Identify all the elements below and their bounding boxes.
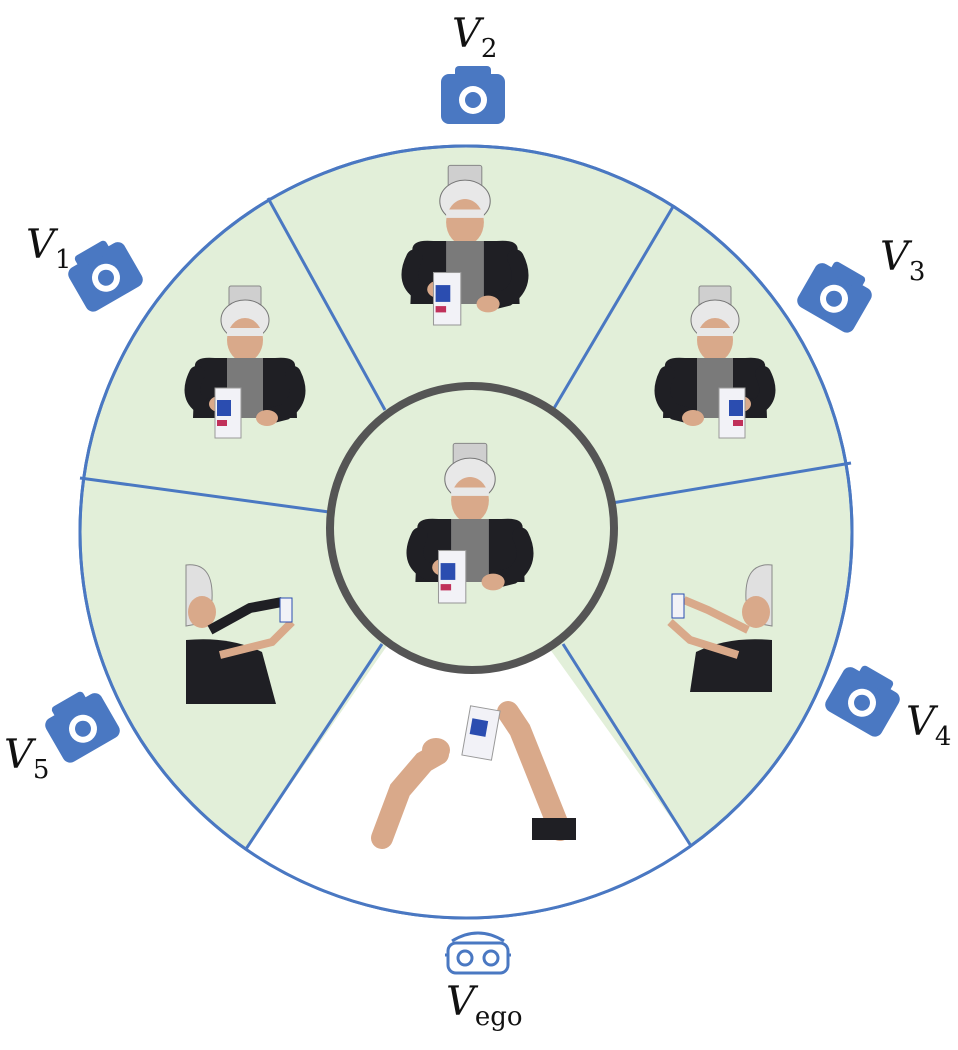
ego-view-image	[371, 701, 576, 849]
vr-headset-icon	[445, 931, 511, 975]
view-4-person-image	[667, 564, 773, 692]
camera-icon-v3	[794, 253, 879, 336]
camera-icon-v2	[441, 66, 505, 124]
label-v1: V1	[26, 222, 71, 275]
sector-dividers	[79, 197, 852, 850]
camera-icon-v5	[38, 683, 123, 766]
label-v2: V2	[452, 11, 497, 64]
camera-icon-v4	[822, 657, 907, 740]
label-v5: V5	[4, 732, 49, 785]
view-5-person-image	[185, 562, 295, 704]
camera-icon-v1	[61, 232, 146, 315]
label-vego: Vego	[446, 979, 523, 1032]
label-v4: V4	[906, 699, 951, 752]
label-v3: V3	[880, 234, 925, 287]
